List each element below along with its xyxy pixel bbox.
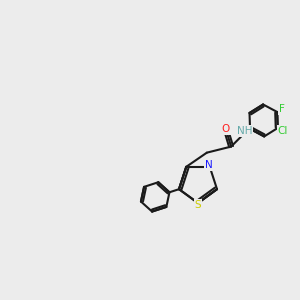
Text: NH: NH [237,126,252,136]
Text: O: O [222,124,230,134]
Text: Cl: Cl [278,126,288,136]
Text: F: F [279,104,285,114]
Text: S: S [195,200,201,210]
Text: N: N [205,160,213,170]
